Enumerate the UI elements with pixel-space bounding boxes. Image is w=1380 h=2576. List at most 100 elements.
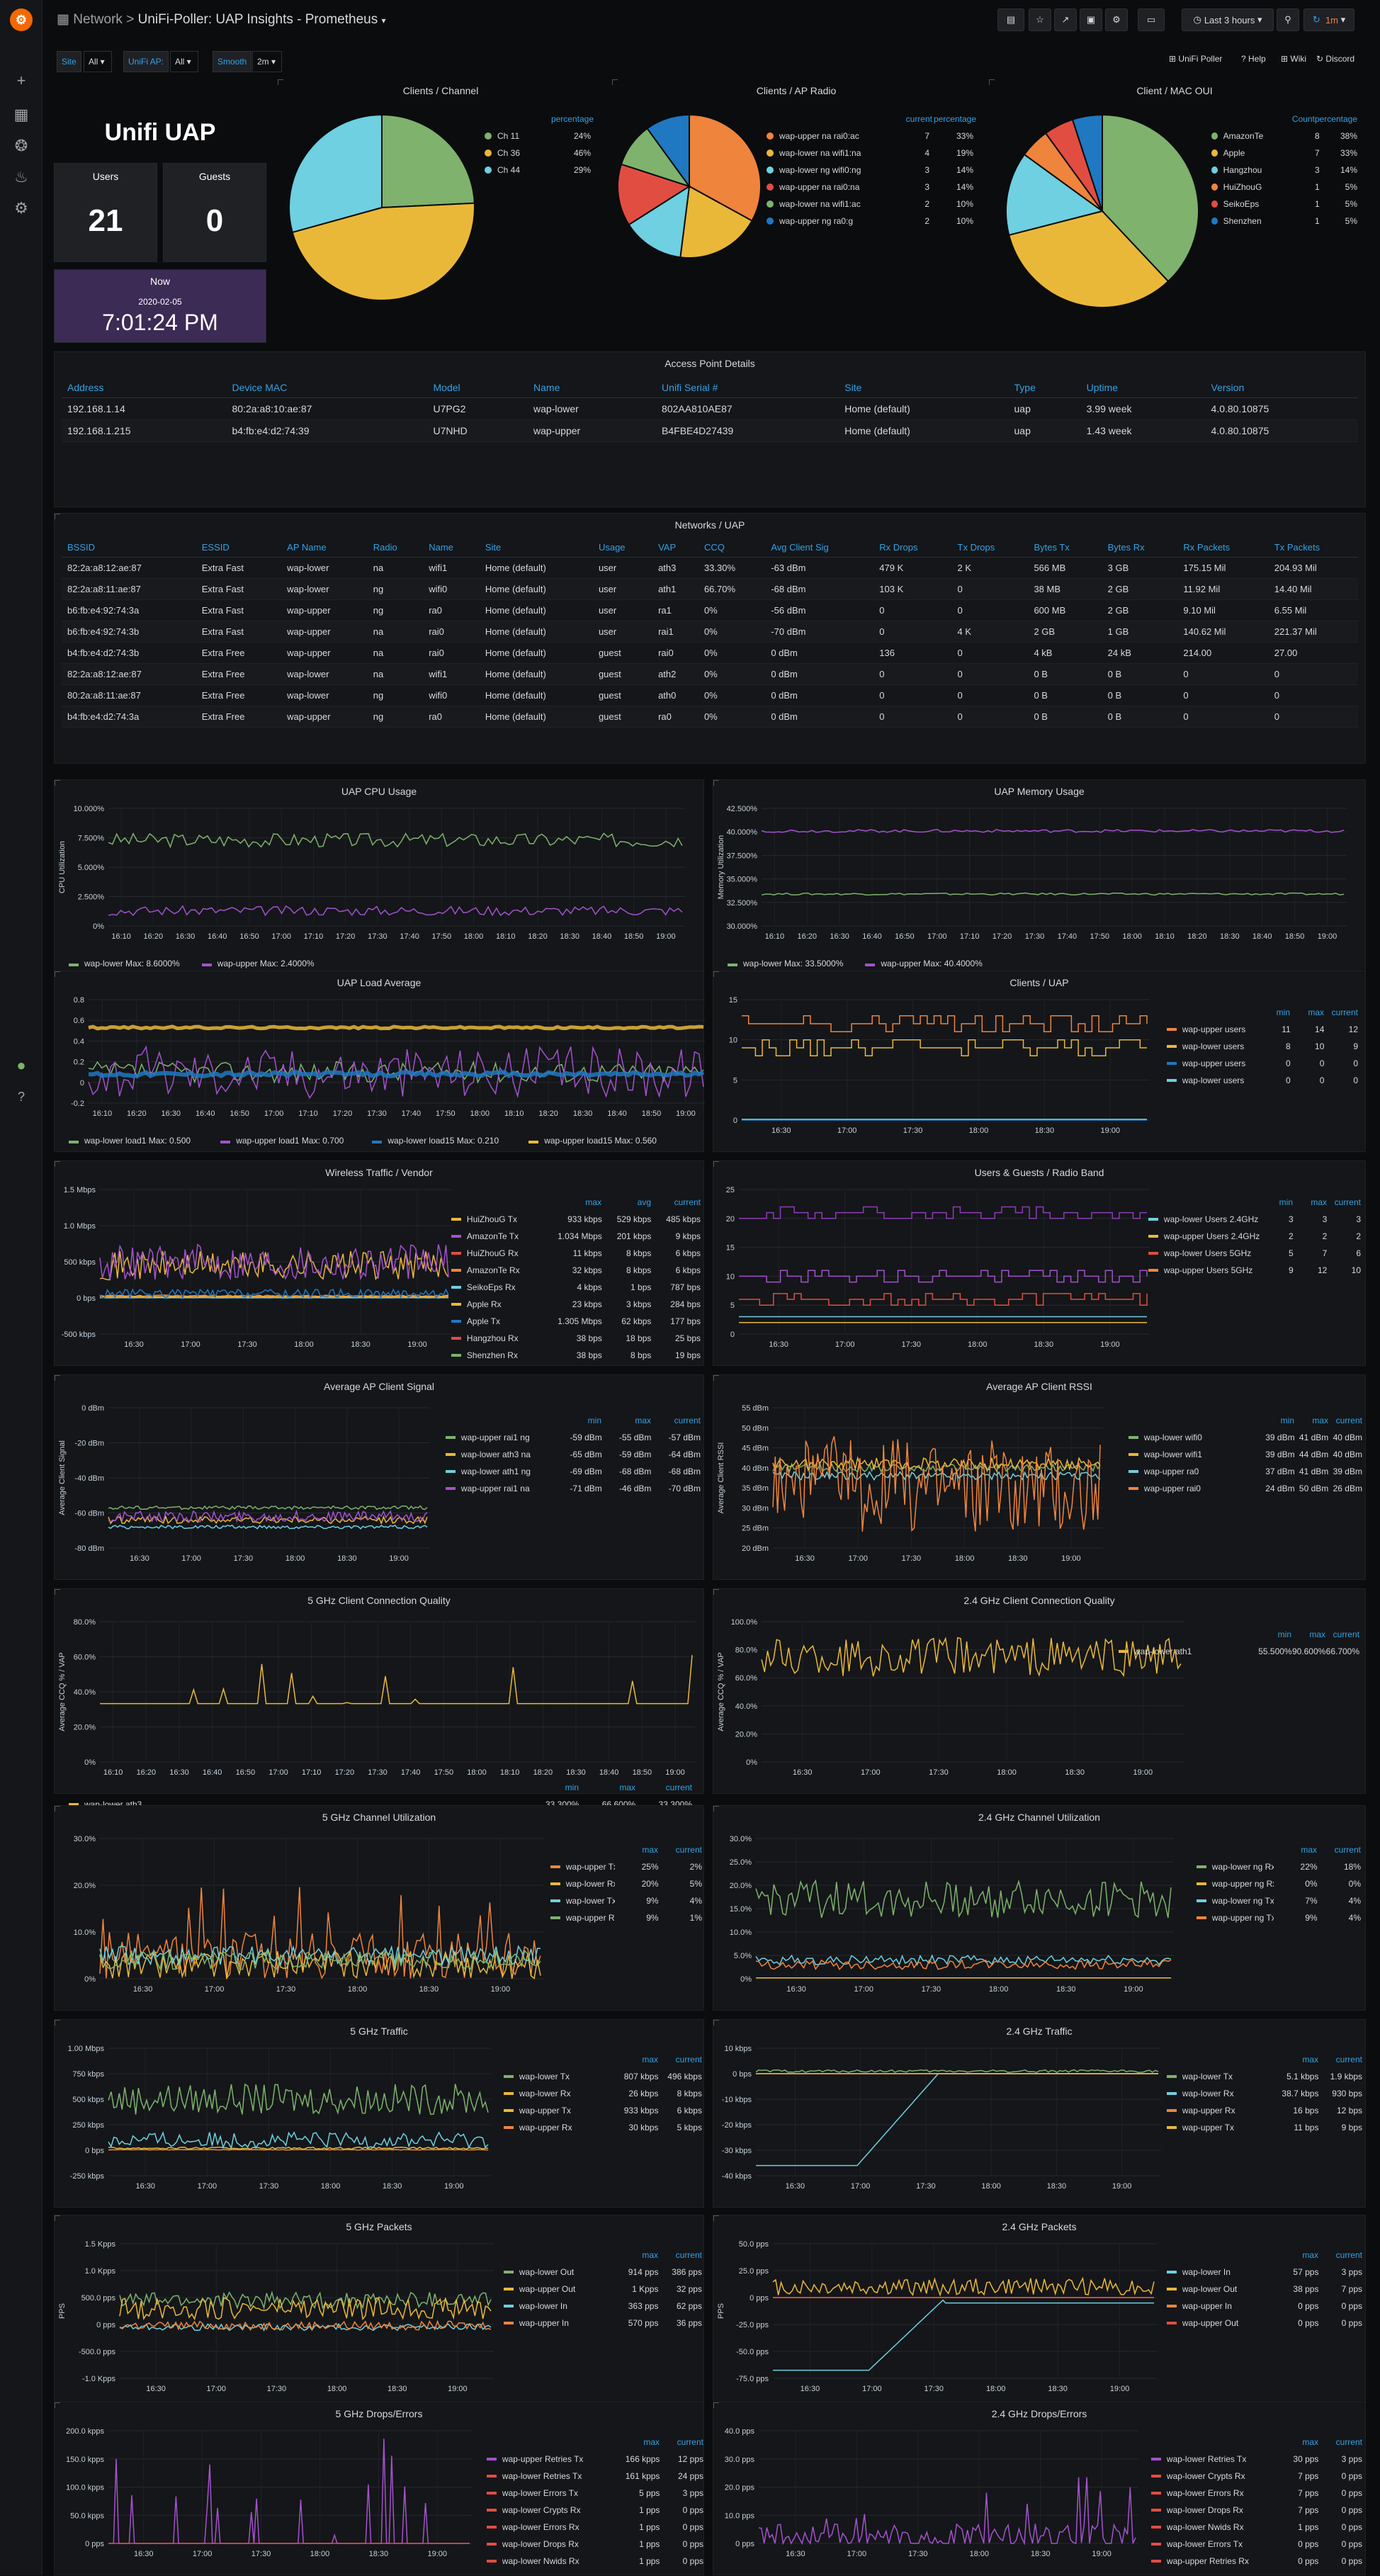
series-line[interactable] (89, 1062, 703, 1083)
panel-title[interactable]: Clients / Channel (278, 85, 604, 96)
user-avatar-icon[interactable]: ● (11, 1056, 31, 1075)
column-header[interactable]: Rx Packets (1177, 538, 1268, 558)
legend-column-header[interactable]: current (651, 1416, 701, 1425)
clock-stat[interactable]: Now 2020-02-05 7:01:24 PM (54, 269, 266, 343)
legend-column-header[interactable]: current (651, 1197, 701, 1207)
gear-icon[interactable]: ⚙ (11, 198, 31, 218)
legend-column-header[interactable]: max (579, 1783, 635, 1792)
legend-item[interactable]: wap-lower load1 Max: 0.500 (69, 1136, 191, 1146)
refresh-button[interactable]: ↻ 1m ▾ (1303, 9, 1354, 31)
legend-column-header[interactable]: current (658, 2250, 702, 2260)
alerting-icon[interactable]: ♨ (11, 167, 31, 187)
legend-item[interactable]: wap-lower load15 Max: 0.210 (372, 1136, 499, 1146)
panel-title[interactable]: Clients / AP Radio (612, 85, 980, 96)
series-line[interactable] (89, 1027, 703, 1029)
column-header[interactable]: Avg Client Sig (765, 538, 873, 558)
dashboard-title[interactable]: UniFi-Poller: UAP Insights - Prometheus (138, 12, 378, 27)
legend-column-header[interactable]: min (1260, 1416, 1294, 1425)
panel-title[interactable]: Access Point Details (55, 358, 1365, 369)
legend-column-header[interactable]: max (1274, 2055, 1318, 2064)
help-icon[interactable]: ? (11, 1087, 31, 1107)
series-line[interactable] (108, 2439, 470, 2543)
dashboards-icon[interactable]: ▦ (11, 105, 31, 125)
column-header[interactable]: Name (423, 538, 480, 558)
legend-column-header[interactable]: current (1318, 2437, 1362, 2447)
series-line[interactable] (739, 1294, 1147, 1305)
column-header[interactable]: Type (1009, 378, 1081, 398)
series-line[interactable] (108, 2147, 488, 2150)
legend-column-header[interactable]: current (1327, 1197, 1361, 1207)
column-header[interactable]: CCQ (699, 538, 765, 558)
plus-icon[interactable]: + (11, 71, 31, 91)
grafana-logo[interactable]: ⚙ (10, 9, 33, 31)
legend-item[interactable]: wap-upper Max: 2.4000% (202, 959, 315, 968)
series-line[interactable] (108, 2132, 488, 2149)
share-button[interactable]: ↗ (1054, 9, 1077, 31)
legend-column-header[interactable]: current (1317, 1845, 1361, 1855)
link-help[interactable]: ? Help (1241, 54, 1266, 64)
settings-button[interactable]: ⚙ (1105, 9, 1128, 31)
legend-column-header[interactable]: min (522, 1783, 579, 1792)
column-header[interactable]: ESSID (196, 538, 281, 558)
legend-column-header[interactable]: max (614, 2250, 658, 2260)
variable-select-ap[interactable]: All ▾ (170, 51, 198, 72)
series-line[interactable] (120, 2322, 491, 2330)
series-line[interactable] (739, 1207, 1147, 1219)
explore-icon[interactable]: ❂ (11, 136, 31, 156)
legend-item[interactable]: wap-upper rai1 ng-59 dBm-55 dBm-57 dBm (446, 1429, 701, 1446)
legend-item[interactable]: wap-lower Max: 33.5000% (728, 959, 843, 968)
series-line[interactable] (762, 893, 1344, 896)
guests-stat[interactable]: Guests 0 (163, 163, 266, 262)
series-line[interactable] (100, 1951, 541, 1970)
legend-column-header[interactable]: max (552, 1197, 601, 1207)
column-header[interactable]: Rx Drops (873, 538, 951, 558)
column-header[interactable]: BSSID (62, 538, 196, 558)
legend-column-header[interactable]: max (614, 1845, 658, 1855)
series-line[interactable] (108, 833, 682, 847)
legend-column-header[interactable]: avg (601, 1197, 651, 1207)
link-discord[interactable]: ↻ Discord (1316, 54, 1354, 64)
series-line[interactable] (100, 1655, 692, 1703)
legend-column-header[interactable]: Count (1279, 114, 1315, 124)
legend-column-header[interactable]: max (1293, 1197, 1327, 1207)
legend-column-header[interactable]: percentage (932, 114, 976, 124)
zoom-out-button[interactable]: ⚲ (1277, 9, 1299, 31)
series-line[interactable] (108, 1525, 427, 1529)
legend-column-header[interactable]: min (552, 1416, 601, 1425)
